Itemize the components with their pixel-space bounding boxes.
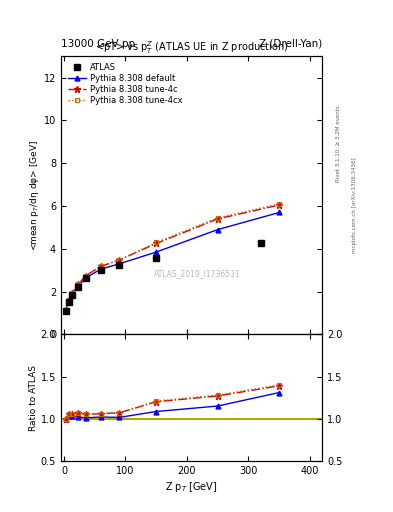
- X-axis label: Z p$_T$ [GeV]: Z p$_T$ [GeV]: [165, 480, 218, 494]
- Legend: ATLAS, Pythia 8.308 default, Pythia 8.308 tune-4c, Pythia 8.308 tune-4cx: ATLAS, Pythia 8.308 default, Pythia 8.30…: [65, 60, 185, 108]
- Text: ATLAS_2019_I1736531: ATLAS_2019_I1736531: [153, 269, 240, 278]
- Text: 13000 GeV pp: 13000 GeV pp: [61, 38, 135, 49]
- Text: Rivet 3.1.10, ≥ 3.2M events: Rivet 3.1.10, ≥ 3.2M events: [336, 105, 341, 182]
- Title: <pT> vs p$^Z_T$ (ATLAS UE in Z production): <pT> vs p$^Z_T$ (ATLAS UE in Z productio…: [95, 39, 288, 56]
- Text: mcplots.cern.ch [arXiv:1306.3436]: mcplots.cern.ch [arXiv:1306.3436]: [352, 157, 357, 252]
- Y-axis label: Ratio to ATLAS: Ratio to ATLAS: [29, 365, 38, 431]
- Y-axis label: <mean p$_T$/dη dφ> [GeV]: <mean p$_T$/dη dφ> [GeV]: [28, 140, 41, 251]
- Text: Z (Drell-Yan): Z (Drell-Yan): [259, 38, 322, 49]
